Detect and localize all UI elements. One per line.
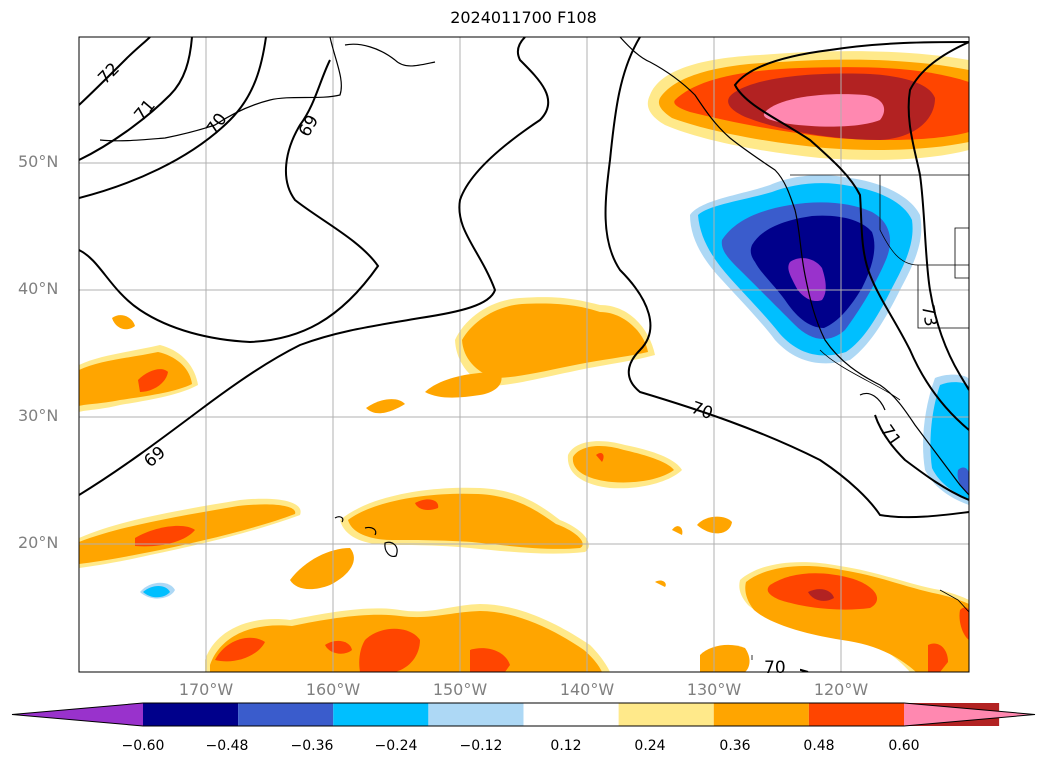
colorbar-extend-high xyxy=(904,703,1035,726)
colorbar-tick: −0.24 xyxy=(374,738,418,754)
map-title: 2024011700 F108 xyxy=(450,8,597,27)
colorbar-segment xyxy=(904,703,1000,726)
colorbar-tick: −0.12 xyxy=(459,738,503,754)
contour-label: 70 xyxy=(764,658,786,678)
colorbar-segment xyxy=(428,703,524,726)
lat-label-40n: 40°N xyxy=(18,279,59,298)
lat-label-20n: 20°N xyxy=(18,533,59,552)
colorbar-segment xyxy=(523,703,619,726)
lon-label-160w: 160°W xyxy=(305,680,361,699)
colorbar-tick: 0.36 xyxy=(719,738,751,754)
colorbar-tick: 0.12 xyxy=(550,738,582,754)
lon-label-150w: 150°W xyxy=(432,680,488,699)
lon-label-130w: 130°W xyxy=(686,680,742,699)
colorbar-tick: −0.36 xyxy=(290,738,334,754)
lat-label-30n: 30°N xyxy=(18,406,59,425)
contour-label: 73 xyxy=(917,303,940,328)
lat-label-50n: 50°N xyxy=(18,152,59,171)
colorbar-tick: −0.60 xyxy=(121,738,165,754)
lon-label-140w: 140°W xyxy=(559,680,615,699)
colorbar-tick: −0.48 xyxy=(205,738,249,754)
colorbar-outline xyxy=(11,702,1036,727)
lon-label-170w: 170°W xyxy=(178,680,234,699)
colorbar-tick: 0.48 xyxy=(803,738,835,754)
colorbar-segment xyxy=(618,703,714,726)
map-frame xyxy=(78,36,970,673)
colorbar-segment xyxy=(143,703,239,726)
map-figure: 72 71 70 69 69 70 71 73 70 xyxy=(78,36,970,678)
borders xyxy=(751,174,969,672)
colorbar-extend-low xyxy=(12,703,143,726)
lon-label-120w: 120°W xyxy=(813,680,869,699)
positive-anomaly-fields xyxy=(79,51,969,672)
colorbar-tick: 0.60 xyxy=(888,738,920,754)
negative-anomaly-fields xyxy=(140,175,969,599)
coastlines xyxy=(99,37,969,557)
height-contours xyxy=(79,37,969,672)
colorbar-segment xyxy=(713,703,809,726)
colorbar-segment xyxy=(808,703,904,726)
colorbar-segment xyxy=(333,703,429,726)
colorbar-segment xyxy=(238,703,334,726)
gridlines xyxy=(79,37,969,672)
colorbar-tick: 0.24 xyxy=(634,738,666,754)
